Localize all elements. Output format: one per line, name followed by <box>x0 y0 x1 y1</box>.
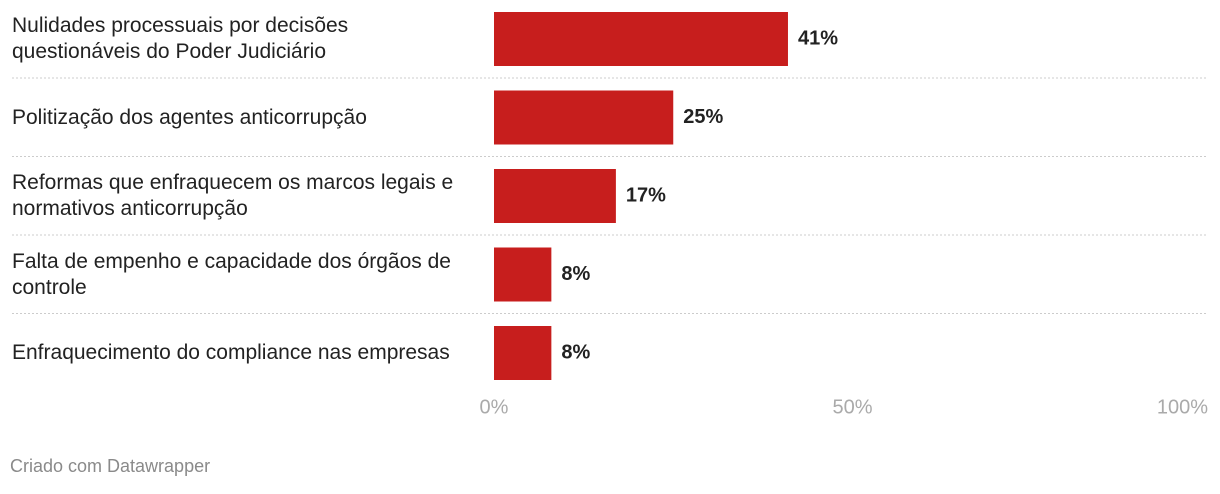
category-label: Enfraquecimento do compliance nas empres… <box>12 341 450 364</box>
bar <box>494 169 616 223</box>
category-label: Nulidades processuais por decisões quest… <box>12 14 349 63</box>
category-label: Falta de empenho e capacidade dos órgãos… <box>12 249 451 299</box>
credit: Criado com Datawrapper <box>10 456 211 476</box>
x-tick-label: 0% <box>480 396 509 418</box>
value-label: 8% <box>561 341 590 363</box>
category-label: Politização dos agentes anticorrupção <box>12 105 367 129</box>
x-tick-label: 100% <box>1157 396 1208 418</box>
bar <box>494 247 552 302</box>
value-label: 41% <box>798 27 838 49</box>
value-label: 25% <box>683 106 723 128</box>
bar <box>494 12 788 66</box>
bar <box>494 326 552 380</box>
value-label: 17% <box>626 184 666 206</box>
value-label: 8% <box>561 263 590 285</box>
x-tick-label: 50% <box>832 396 872 418</box>
category-label: Reformas que enfraquecem os marcos legai… <box>12 171 454 220</box>
bar <box>494 90 674 145</box>
